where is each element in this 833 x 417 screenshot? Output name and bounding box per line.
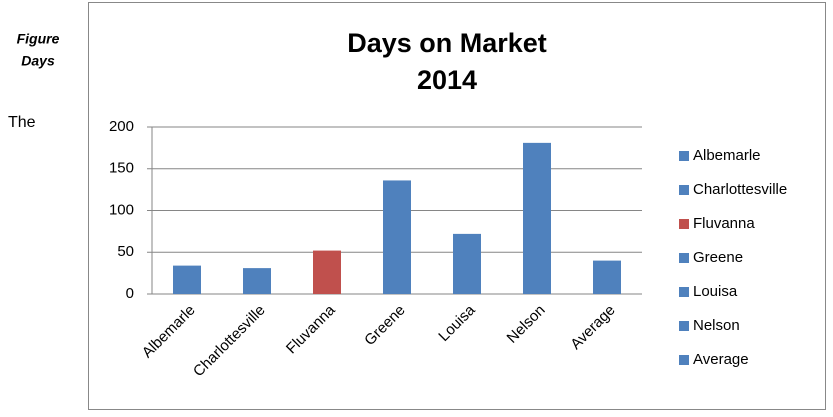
y-tick-label: 100 [109,201,134,218]
bar [593,260,621,294]
chart-frame [88,2,826,410]
legend-swatch [679,321,689,331]
legend-swatch [679,219,689,229]
legend-swatch [679,185,689,195]
bar [243,268,271,294]
y-tick-label: 150 [109,160,134,177]
legend-label: Greene [693,249,743,266]
legend-swatch [679,151,689,161]
legend-label: Charlottesville [693,181,787,198]
legend-label: Albemarle [693,147,761,164]
legend-label: Louisa [693,283,738,300]
bar [523,142,551,294]
y-tick-label: 50 [117,243,134,260]
y-tick-label: 200 [109,118,134,135]
legend-label: Average [693,351,749,368]
bar [313,250,341,294]
legend-swatch [679,355,689,365]
bar [383,180,411,294]
legend-swatch [679,253,689,263]
legend-swatch [679,287,689,297]
chart-title: 2014 [417,65,477,95]
side-figure: Figure [17,31,60,47]
y-tick-label: 0 [126,285,134,302]
legend-label: Fluvanna [693,215,755,232]
side-body: The [8,114,36,131]
chart-title: Days on Market [347,28,547,58]
legend-label: Nelson [693,317,740,334]
bar [173,265,201,294]
bar [453,233,481,294]
side-days: Days [21,53,55,69]
